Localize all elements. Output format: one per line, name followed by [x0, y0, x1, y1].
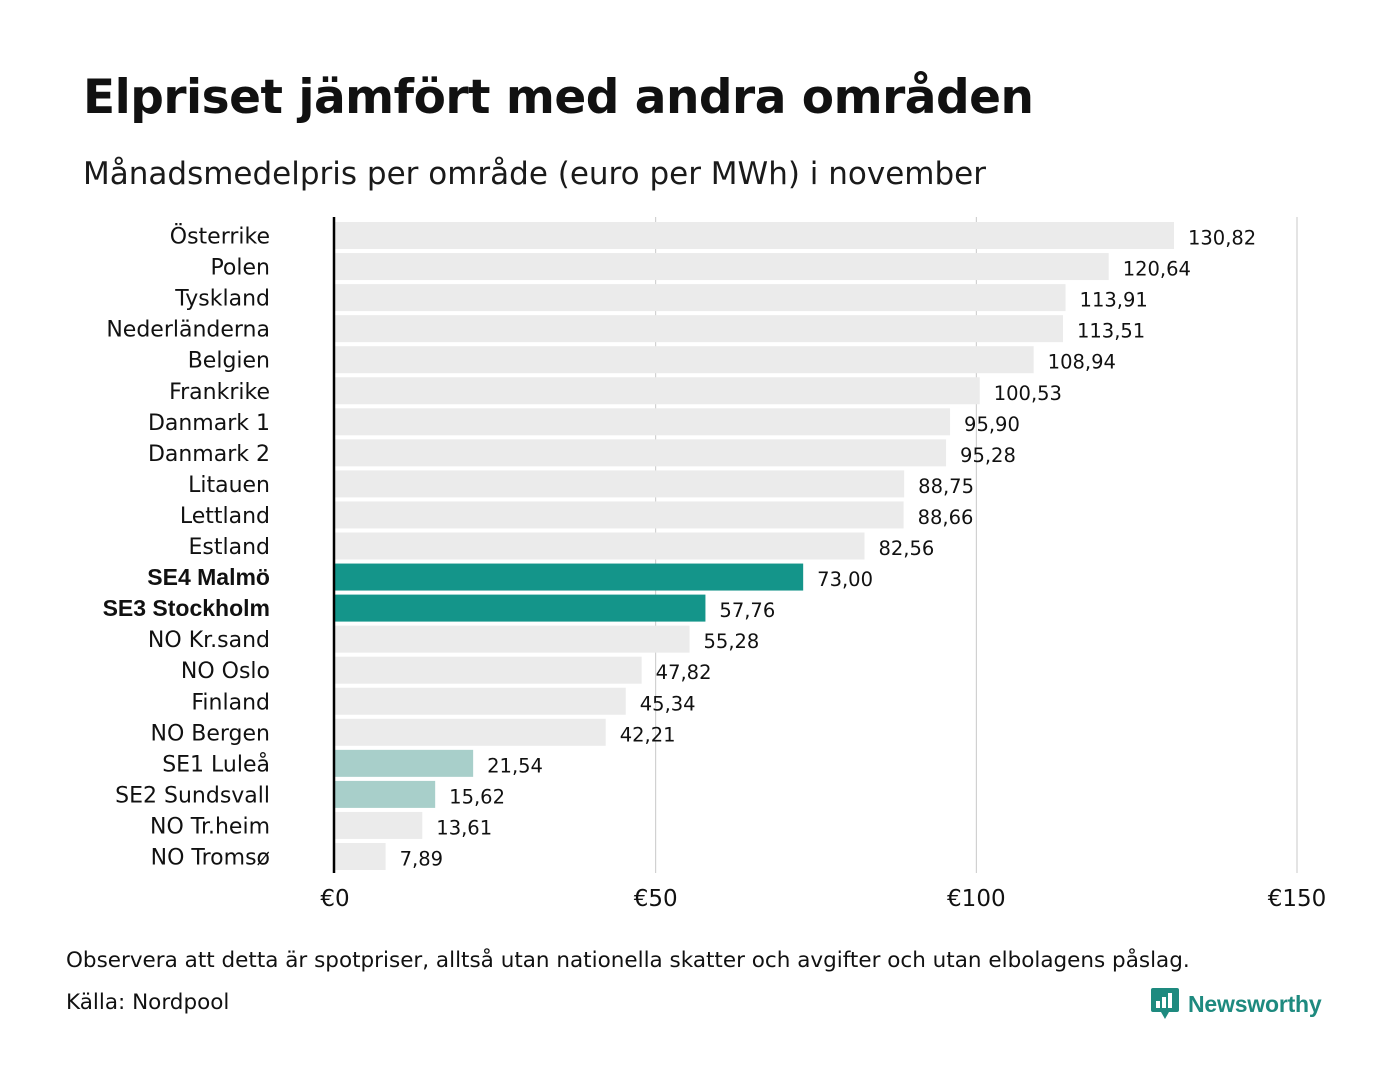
source-note: Källa: Nordpool: [66, 990, 230, 1015]
x-tick-label: €0: [320, 886, 349, 912]
value-label: 100,53: [994, 382, 1062, 405]
bar: [335, 656, 642, 684]
category-label: Polen: [210, 256, 270, 281]
newsworthy-logo: Newsworthy: [1150, 984, 1322, 1024]
x-tick-label: €150: [1268, 886, 1327, 912]
bar: [335, 811, 423, 839]
category-label: NO Tromsø: [151, 846, 270, 871]
footnote: Observera att detta är spotpriser, allts…: [66, 948, 1190, 973]
category-label: SE2 Sundsvall: [115, 783, 270, 808]
category-label: Finland: [191, 690, 270, 715]
bar-chart-speech-bubble-icon: [1151, 988, 1179, 1019]
bar: [335, 439, 947, 467]
bar: [335, 718, 606, 746]
bar: [335, 501, 904, 529]
value-label: 7,89: [400, 848, 443, 871]
value-label: 88,75: [918, 475, 974, 498]
bar: [335, 563, 804, 591]
value-label: 55,28: [704, 630, 760, 653]
bar: [335, 780, 436, 808]
value-label: 15,62: [449, 785, 505, 808]
category-label: NO Tr.heim: [150, 814, 270, 839]
value-label: 47,82: [656, 661, 712, 684]
value-label: 130,82: [1188, 227, 1256, 250]
value-label: 82,56: [878, 537, 934, 560]
bar: [335, 843, 386, 870]
value-label: 13,61: [436, 816, 492, 839]
category-label: Lettland: [180, 504, 270, 529]
x-tick-label: €50: [634, 886, 678, 912]
value-label: 42,21: [620, 723, 676, 746]
value-label: 88,66: [918, 506, 974, 529]
bar: [335, 470, 905, 498]
value-label: 95,28: [960, 444, 1016, 467]
bar: [335, 253, 1109, 281]
logo-text: Newsworthy: [1188, 990, 1322, 1017]
bar: [335, 408, 951, 436]
bar: [335, 222, 1174, 249]
bar: [335, 315, 1063, 343]
value-label: 45,34: [640, 692, 696, 715]
x-tick-label: €100: [947, 886, 1006, 912]
value-label: 113,91: [1080, 289, 1148, 312]
value-label: 120,64: [1123, 258, 1191, 281]
category-label: SE1 Luleå: [162, 751, 270, 777]
bar: [335, 594, 706, 622]
category-label: NO Kr.sand: [148, 628, 270, 653]
value-label: 113,51: [1077, 320, 1145, 343]
category-label: NO Oslo: [181, 659, 270, 684]
category-label: Danmark 1: [148, 411, 270, 436]
bar: [335, 284, 1066, 312]
bar: [335, 377, 980, 405]
category-label: Belgien: [188, 349, 270, 374]
value-label: 108,94: [1048, 351, 1116, 374]
category-label: SE3 Stockholm: [103, 595, 270, 621]
bar: [335, 346, 1034, 374]
bar: [335, 625, 690, 653]
x-axis-ticks: €0 €50 €100 €150: [320, 886, 1326, 912]
category-label: SE4 Malmö: [147, 564, 270, 590]
category-label: Litauen: [188, 473, 270, 498]
category-labels: Österrike Polen Tyskland Nederländerna Belgi…: [103, 224, 270, 871]
value-label: 73,00: [817, 568, 873, 591]
bar: [335, 687, 626, 715]
category-label: NO Bergen: [151, 721, 271, 746]
category-label: Frankrike: [169, 380, 270, 405]
value-label: 57,76: [719, 599, 775, 622]
value-label: 21,54: [487, 754, 543, 777]
bar: [335, 749, 474, 777]
value-label: 95,90: [964, 413, 1020, 436]
category-label: Estland: [189, 535, 271, 560]
bar: [335, 532, 865, 560]
value-labels: 130,82 120,64 113,91 113,51 108,94 100,53 95,9…: [400, 227, 1257, 871]
bars: [335, 222, 1174, 870]
category-label: Österrike: [170, 224, 270, 250]
category-label: Nederländerna: [106, 318, 270, 343]
category-label: Tyskland: [174, 287, 270, 312]
chart-subtitle: Månadsmedelpris per område (euro per MWh…: [83, 156, 986, 192]
chart-title: Elpriset jämfört med andra områden: [83, 70, 1034, 125]
category-label: Danmark 2: [148, 442, 270, 467]
